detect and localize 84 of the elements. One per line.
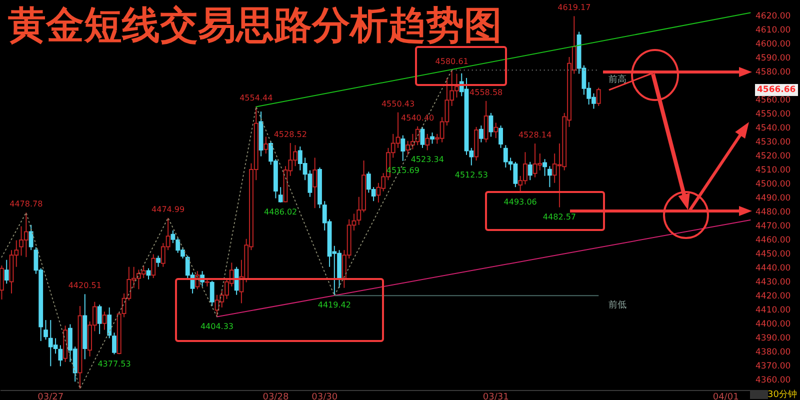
candlestick	[484, 100, 488, 143]
candlestick	[210, 280, 214, 307]
y-tick-label: 4420.00	[756, 291, 791, 302]
candlestick	[400, 134, 406, 162]
x-tick-label: 03/30	[312, 392, 338, 400]
y-tick-label: 4500.00	[756, 179, 791, 190]
candlestick	[312, 157, 318, 209]
y-tick-label: 4410.00	[756, 305, 791, 316]
candlestick	[425, 133, 430, 151]
y-tick-label: 4510.00	[756, 165, 791, 176]
y-tick-label: 4470.00	[756, 221, 791, 232]
y-tick-label: 4480.00	[756, 207, 791, 218]
y-tick-label: 4610.00	[756, 25, 791, 36]
y-tick-label: 4590.00	[756, 53, 791, 64]
annotation: 4482.57	[542, 212, 576, 222]
candlestick	[547, 166, 552, 188]
candlestick	[234, 266, 239, 296]
y-tick-label: 4440.00	[756, 263, 791, 274]
candlestick	[97, 304, 102, 335]
annotation: 4486.02	[264, 207, 298, 216]
x-tick-label: 03/27	[38, 392, 64, 400]
line-series	[1, 70, 452, 390]
candlestick	[102, 311, 107, 330]
y-tick-label: 4400.00	[756, 319, 791, 330]
ref-line-label: 前低	[608, 300, 627, 311]
text: 30分钟	[768, 388, 797, 400]
y-tick-label: 4390.00	[756, 333, 791, 344]
text: 4566.66	[755, 84, 798, 96]
annotation: 4404.33	[200, 322, 234, 331]
candlestick	[151, 254, 156, 279]
annotation: 4580.61	[435, 57, 468, 66]
candlestick	[278, 186, 283, 203]
y-tick-label: 4360.00	[756, 375, 791, 386]
y-tick-label: 4560.00	[756, 95, 791, 106]
y-tick-label: 4550.00	[756, 109, 791, 120]
candlestick	[44, 320, 48, 340]
annotation: 4420.51	[68, 281, 102, 290]
annotation: 4474.99	[152, 204, 185, 214]
candlestick	[4, 259, 9, 284]
x-tick-label: 03/28	[262, 392, 289, 400]
annotation: 4550.43	[381, 99, 415, 108]
annotation: 4528.14	[518, 130, 552, 140]
annotation: 4540.40	[401, 113, 434, 122]
annotation: 4528.52	[274, 130, 307, 139]
ref-line-label: 前高	[608, 74, 627, 86]
candlestick	[488, 112, 494, 138]
y-tick-label: 4540.00	[756, 123, 791, 134]
y-tick-label: 4460.00	[756, 235, 791, 246]
y-tick-label: 4380.00	[756, 347, 791, 358]
candlestick	[58, 344, 63, 367]
y-tick-label: 4530.00	[756, 137, 791, 148]
y-tick-label: 4600.00	[756, 39, 791, 50]
y-tick-label: 4370.00	[756, 361, 791, 372]
annotation: 4377.53	[98, 359, 131, 368]
y-tick-label: 4620.00	[756, 11, 791, 22]
annotation: 4419.42	[318, 300, 351, 310]
annotation: 4478.78	[10, 200, 43, 209]
candlestick	[112, 332, 116, 355]
candlestick	[528, 161, 532, 181]
y-tick-label: 4520.00	[756, 151, 791, 162]
candlestick	[264, 136, 268, 154]
chart-title: 黄金短线交易思路分析趋势图	[8, 2, 502, 48]
annotation: 4558.58	[470, 88, 503, 97]
y-tick-label: 4450.00	[756, 249, 791, 260]
annotation: 4523.34	[410, 155, 444, 164]
candlestick	[542, 158, 548, 176]
y-tick-label: 4430.00	[756, 277, 791, 288]
candlestick	[494, 122, 498, 139]
x-tick-label: 03/31	[482, 392, 509, 400]
candlestick	[596, 87, 601, 106]
y-tick-label: 4580.00	[756, 67, 791, 78]
candlestick	[430, 132, 434, 144]
annotation: 4493.06	[504, 198, 537, 207]
candlestick	[28, 224, 34, 251]
annotation: 4554.44	[240, 94, 273, 103]
x-tick-label: 04/01	[712, 392, 739, 400]
annotation: 4512.53	[454, 170, 488, 180]
y-tick-label: 4490.00	[756, 193, 791, 204]
candlestick	[107, 306, 112, 339]
candlestick	[420, 126, 425, 148]
candlestick	[498, 125, 503, 148]
candlestick	[156, 255, 160, 268]
candlestick	[478, 125, 484, 143]
annotation: 4619.17	[558, 3, 591, 12]
